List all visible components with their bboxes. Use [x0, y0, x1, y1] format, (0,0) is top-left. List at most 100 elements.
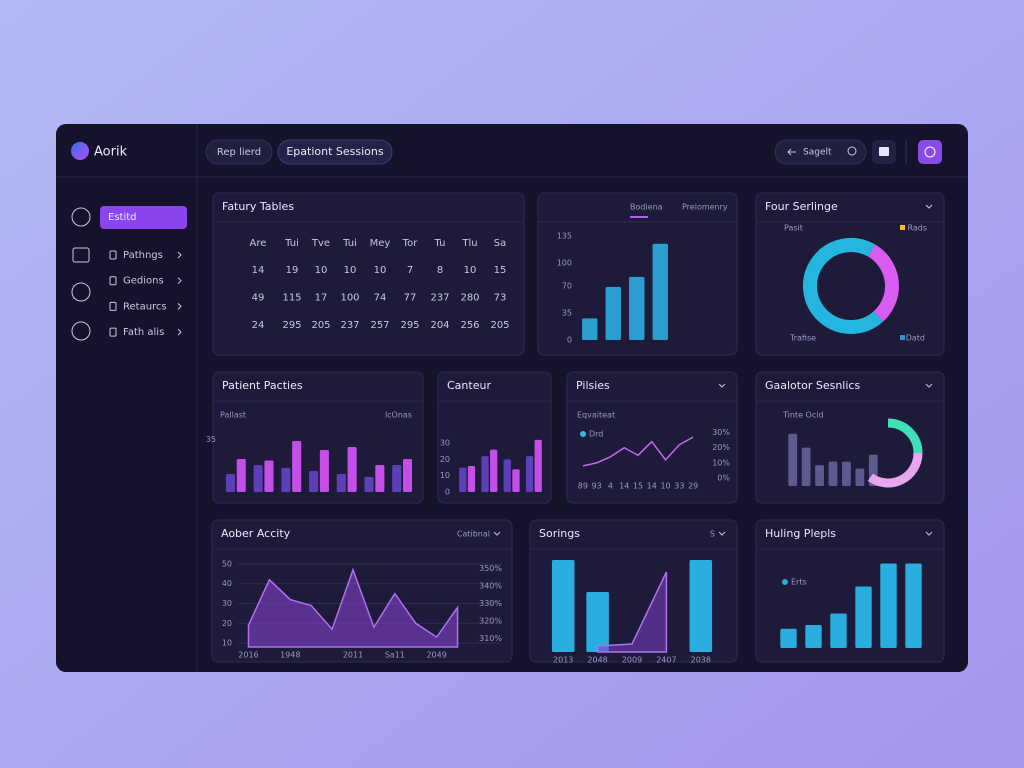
sidebar-item[interactable]: Fath alis [123, 327, 164, 338]
tick-label: 320% [479, 616, 502, 625]
bar [842, 461, 851, 486]
swatch [900, 225, 905, 230]
table-header: Tve [311, 238, 330, 249]
panel-tab[interactable]: Bodiena [630, 203, 663, 212]
chevron [177, 277, 182, 285]
item-icon [109, 250, 117, 260]
annotation: Datd [906, 334, 925, 343]
bar [225, 474, 235, 492]
x-tick-label: 89 [578, 482, 588, 491]
tick-label: 10 [440, 471, 450, 480]
x-tick-label: 2009 [622, 656, 642, 665]
bar [780, 628, 797, 648]
annotation: lcOnas [385, 411, 412, 420]
annotation: Pallast [220, 411, 246, 420]
annotation: Eqvaiteat [577, 411, 615, 420]
dropdown[interactable]: Catibnal [457, 530, 490, 539]
bar [801, 447, 811, 486]
tick-label: 310% [479, 634, 502, 643]
swatch [900, 335, 905, 340]
table-cell: 17 [315, 293, 328, 304]
legend-label: Drd [589, 430, 603, 439]
item-icon [109, 301, 117, 311]
donut-segment [867, 244, 899, 322]
item-icon [109, 327, 117, 337]
table-cell: 10 [374, 265, 387, 276]
bar [855, 586, 872, 648]
tab-label[interactable]: Epationt Sessions [286, 145, 384, 158]
table-header: Are [250, 238, 267, 249]
search-text[interactable]: Sagelt [803, 148, 832, 158]
icon-button[interactable] [918, 140, 942, 164]
icon [879, 147, 889, 156]
table-cell: 19 [286, 265, 299, 276]
chevron [718, 531, 726, 536]
table-cell: 256 [460, 320, 479, 331]
table-cell: 73 [494, 293, 507, 304]
sidebar-button[interactable] [100, 206, 187, 229]
tick-label: 100 [557, 258, 572, 267]
table-header: Sa [494, 238, 506, 249]
magnifier [847, 146, 857, 156]
x-tick-label: 15 [633, 482, 643, 491]
x-tick-label: 2013 [553, 656, 573, 665]
x-tick-label: 1948 [280, 651, 300, 660]
panel-title: Aober Accity [221, 527, 291, 540]
bar [347, 447, 357, 492]
table-cell: 7 [407, 265, 413, 276]
tick-label: 30% [712, 428, 730, 437]
table-cell: 24 [252, 320, 265, 331]
tick-label: 20% [712, 443, 730, 452]
table-cell: 280 [460, 293, 479, 304]
dropdown[interactable]: S [710, 530, 715, 539]
bar [264, 460, 274, 492]
sidebar-item[interactable]: Gedions [123, 276, 164, 287]
bar [534, 439, 542, 492]
x-tick-label: Sa11 [385, 651, 405, 660]
search-box[interactable] [774, 139, 867, 165]
bar [629, 276, 645, 340]
table-cell: 205 [311, 320, 330, 331]
table-header: Tor [402, 238, 419, 249]
sidebar-button-label[interactable]: Estitd [108, 212, 137, 223]
bar [689, 560, 713, 652]
tab-label[interactable]: Rep lierd [217, 147, 261, 158]
bar [830, 613, 847, 648]
tick-label: 340% [479, 582, 502, 591]
bar [490, 449, 498, 492]
bar [880, 563, 897, 648]
table-header: Tu [434, 238, 446, 249]
x-tick-label: 4 [608, 482, 613, 491]
table-cell: 295 [282, 320, 301, 331]
panel-title: Fatury Tables [222, 200, 294, 213]
bar [551, 560, 575, 652]
bar [605, 286, 621, 340]
x-tick-label: 2038 [691, 656, 711, 665]
bar [512, 469, 520, 492]
panel-tab[interactable]: Prelomenry [682, 203, 728, 212]
tab[interactable] [277, 139, 393, 165]
panel-title: Pilsies [576, 379, 610, 392]
line [582, 436, 694, 467]
bar [652, 243, 668, 340]
x-tick-label: 29 [688, 482, 698, 491]
panel-title: Patient Pacties [222, 379, 303, 392]
bar [281, 468, 291, 492]
sidebar-item[interactable]: Pathngs [123, 250, 163, 261]
tick-label: 350% [479, 564, 502, 573]
bar [525, 456, 534, 492]
bar [481, 456, 489, 492]
tick-label: 20 [222, 619, 232, 628]
x-tick-label: 2011 [343, 651, 363, 660]
bar [292, 441, 302, 492]
annotation: Tinte Ocld [782, 411, 824, 420]
legend-dot [580, 431, 586, 437]
tab[interactable] [205, 139, 273, 165]
chevron [718, 383, 726, 388]
table-cell: 295 [400, 320, 419, 331]
sidebar-item[interactable]: Retaurcs [123, 301, 167, 312]
tick-label: 135 [557, 232, 572, 241]
table-header: Tlu [461, 238, 477, 249]
table-cell: 10 [315, 265, 328, 276]
tick-label: 330% [479, 599, 502, 608]
